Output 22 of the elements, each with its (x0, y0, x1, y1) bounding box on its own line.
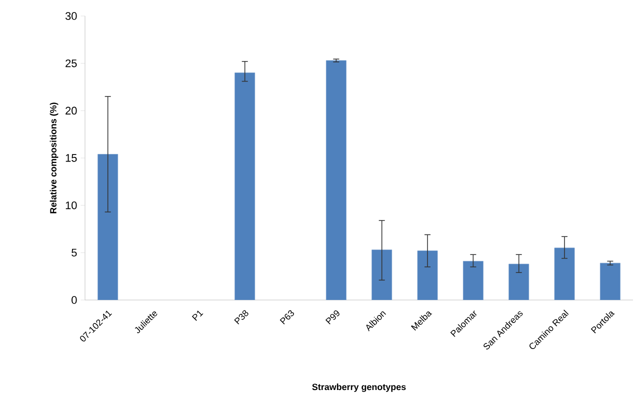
bar (554, 248, 575, 300)
x-tick-label: P38 (234, 310, 248, 324)
y-tick-label: 30 (65, 12, 77, 20)
x-tick-label: P99 (325, 310, 340, 324)
y-tick-label: 15 (66, 154, 77, 162)
bar (600, 262, 620, 300)
y-axis-title: Relative compositions (%) (50, 102, 58, 214)
bar (462, 260, 484, 300)
bar (508, 264, 530, 300)
y-tick-label: 5 (72, 248, 77, 256)
bar (98, 154, 118, 300)
y-tick-label: 0 (72, 296, 77, 304)
bar (417, 250, 438, 300)
bar (326, 60, 346, 300)
y-tick-label: 10 (66, 201, 77, 210)
bar (372, 250, 392, 300)
x-tick-label: P1 (192, 310, 204, 321)
y-tick-label: 25 (66, 59, 77, 68)
x-tick-label: P63 (280, 310, 294, 324)
x-axis-title: Strawberry genotypes (312, 384, 406, 392)
y-tick-label: 20 (66, 106, 77, 115)
bar (234, 72, 256, 300)
